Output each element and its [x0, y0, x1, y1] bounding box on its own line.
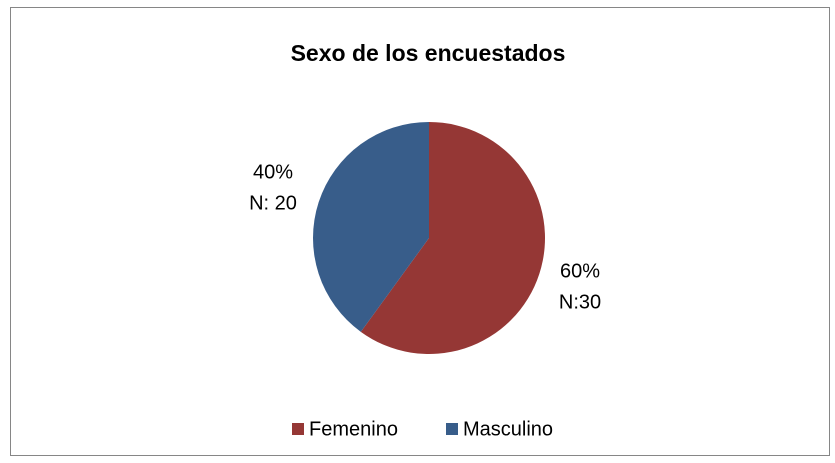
- pie-slice: [313, 122, 429, 332]
- legend-swatch: [446, 423, 458, 435]
- data-label: 40%: [253, 161, 293, 183]
- legend-label: Masculino: [463, 418, 553, 440]
- chart-title: Sexo de los encuestados: [291, 40, 566, 66]
- data-label: 60%: [560, 260, 600, 282]
- pie-slice: [360, 122, 545, 354]
- count-label: N: 20: [249, 192, 297, 214]
- legend-label: Femenino: [309, 418, 398, 440]
- legend-swatch: [292, 423, 304, 435]
- count-label: N:30: [559, 291, 601, 313]
